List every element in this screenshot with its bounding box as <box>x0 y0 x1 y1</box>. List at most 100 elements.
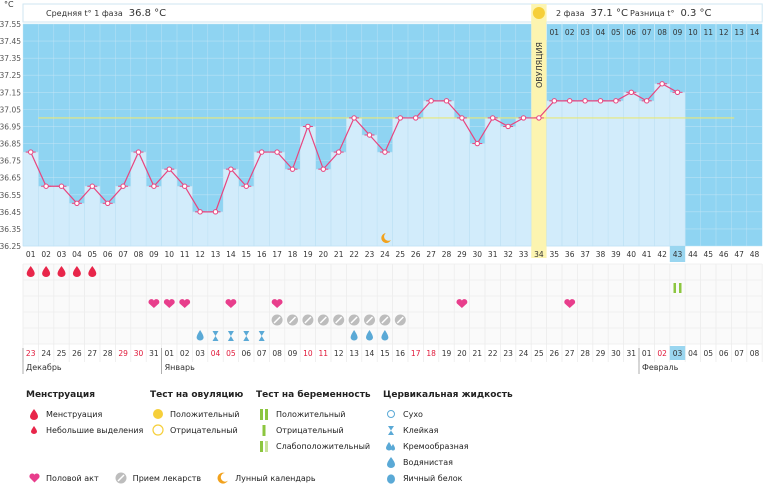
legend-lunar: Лунный календарь <box>235 473 316 483</box>
pill-stripe <box>304 316 312 324</box>
calendar-date-label: 07 <box>734 349 744 358</box>
calendar-date-label: 24 <box>519 349 529 358</box>
calendar-date-label: 03 <box>673 349 683 358</box>
temp-bar <box>376 151 393 247</box>
y-tick-label: 36.45 <box>0 208 21 217</box>
temp-point <box>58 183 65 189</box>
legend-intercourse: Половой акт <box>46 473 99 483</box>
cycle-day-label: 29 <box>457 250 467 259</box>
heart-icon <box>148 299 160 308</box>
temp-bar <box>68 203 85 247</box>
temp-point <box>674 89 681 96</box>
temp-bar <box>130 151 147 247</box>
pill-stripe <box>381 316 389 324</box>
temp-bar <box>222 168 239 247</box>
legend-fluid-sticky: Клейкая <box>403 425 439 435</box>
calendar-date-label: 19 <box>442 349 452 358</box>
phase2-day-label: 01 <box>550 28 560 37</box>
ovulation-sun-icon <box>532 7 545 19</box>
calendar-date-label: 03 <box>195 349 205 358</box>
phase2-label: 2 фаза <box>556 9 585 18</box>
cycle-day-label: 30 <box>473 250 483 259</box>
legend-menstruation: Менструация Менструация Небольшие выделе… <box>26 390 143 438</box>
diff-value: 0.3 °C <box>680 8 712 19</box>
temp-point <box>89 183 96 189</box>
legend-ovulation-test-title: Тест на овуляцию <box>150 390 244 400</box>
calendar-date-label: 31 <box>149 349 159 358</box>
calendar-date-label: 14 <box>365 349 375 358</box>
month-label: Январь <box>165 363 195 372</box>
sticky-icon <box>243 331 250 341</box>
heart-icon <box>163 299 175 308</box>
cycle-day-label: 37 <box>580 250 590 259</box>
y-tick-label: 36.25 <box>0 242 21 251</box>
temp-point <box>413 115 419 121</box>
cycle-day-label: 22 <box>349 250 359 259</box>
calendar-date-label: 23 <box>26 349 36 358</box>
phase1-label: Средняя t° 1 фаза <box>46 9 123 18</box>
header-strip <box>22 3 763 23</box>
y-tick-label: 37.15 <box>0 88 21 97</box>
temp-point <box>228 166 234 172</box>
temp-bar <box>346 117 363 247</box>
cycle-day-label: 04 <box>72 250 82 259</box>
calendar-date-label: 08 <box>750 349 760 358</box>
legend-fluid-eggwhite: Яичный белок <box>403 473 463 483</box>
temp-point <box>28 149 34 155</box>
sun-outline-icon <box>150 424 166 436</box>
legend-pregnancy-negative: Отрицательный <box>276 425 344 435</box>
temp-bar <box>284 168 301 247</box>
pill-stripe <box>335 316 343 324</box>
temp-bar <box>592 100 609 247</box>
legend-ovulation-test: Тест на овуляцию Положительный Отрицател… <box>150 390 243 438</box>
temp-bar <box>207 211 224 247</box>
phase1-summary: Средняя t° 1 фаза 36.8 °C <box>46 8 166 19</box>
sticky-icon <box>227 331 234 341</box>
cycle-day-label: 32 <box>503 250 513 259</box>
temp-bar <box>469 143 486 247</box>
temp-bar <box>500 126 517 247</box>
temp-bar <box>638 100 655 247</box>
cycle-day-label: 11 <box>180 250 190 259</box>
cycle-day-label: 18 <box>288 250 298 259</box>
temp-point <box>428 98 434 104</box>
watery-drop-icon <box>383 456 399 468</box>
small-drop-icon <box>26 426 42 434</box>
y-tick-label: 37.55 <box>0 20 21 29</box>
cycle-day-label: 23 <box>365 250 375 259</box>
temp-bar <box>22 151 39 247</box>
calendar-date-label: 02 <box>180 349 190 358</box>
y-tick-label: 37.05 <box>0 105 21 114</box>
temp-bar <box>392 117 409 247</box>
temp-point <box>567 98 573 104</box>
moon-icon <box>381 233 391 243</box>
y-tick-label: 36.55 <box>0 191 21 200</box>
two-stripes-icon <box>256 408 272 420</box>
ovulation-column <box>531 4 547 258</box>
cycle-day-label: 34 <box>534 250 544 259</box>
temp-point <box>305 123 311 130</box>
y-tick-label: 36.95 <box>0 122 21 131</box>
calendar-date-label: 15 <box>380 349 390 358</box>
weak-stripes-icon <box>256 440 272 452</box>
cycle-day-label: 26 <box>411 250 421 259</box>
temp-point <box>597 98 604 104</box>
calendar-date-label: 09 <box>288 349 298 358</box>
temp-bar <box>299 126 316 247</box>
temp-point <box>274 149 280 155</box>
temp-bar <box>654 83 671 247</box>
calendar-date-label: 10 <box>303 349 313 358</box>
diff-label: Разница t° <box>630 9 675 18</box>
temp-point <box>289 166 296 172</box>
temp-point <box>182 183 188 189</box>
watery-drop-icon <box>196 330 204 341</box>
legend-pregnancy-test: Тест на беременность Положительный Отриц… <box>256 390 371 454</box>
temp-point <box>166 166 173 172</box>
calendar-date-label: 24 <box>41 349 51 358</box>
calendar-date-label: 28 <box>580 349 590 358</box>
legend-other: Половой акт Прием лекарств Лунный календ… <box>26 470 316 486</box>
temp-bar <box>84 185 101 247</box>
calendar-date-label: 26 <box>72 349 82 358</box>
phase2-day-label: 13 <box>734 28 744 37</box>
cycle-day-label: 16 <box>257 250 267 259</box>
